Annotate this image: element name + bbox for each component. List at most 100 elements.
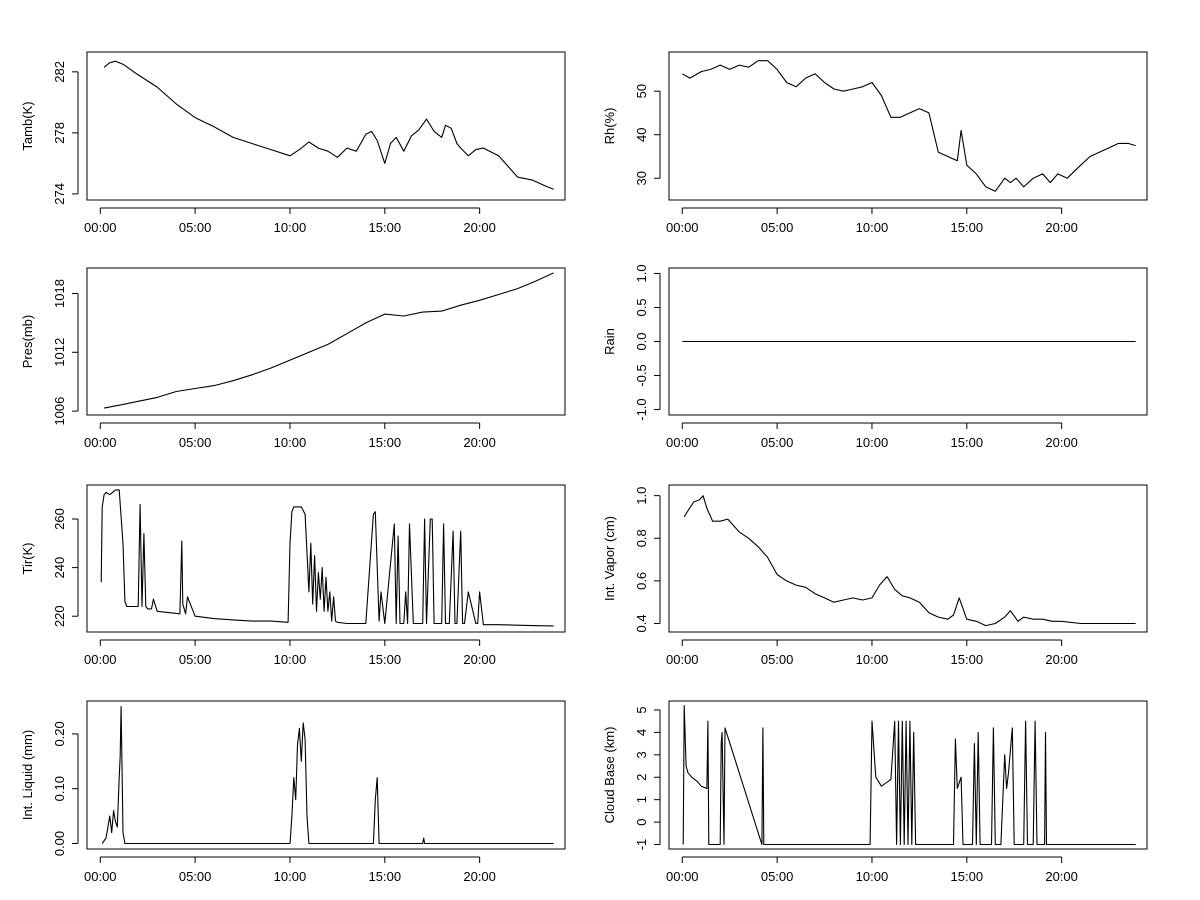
y-tick-label: 0.8 xyxy=(634,529,649,547)
x-tick-label: 10:00 xyxy=(856,869,889,884)
x-tick-label: 05:00 xyxy=(761,220,794,235)
x-tick-label: 00:00 xyxy=(666,220,699,235)
x-tick-label: 00:00 xyxy=(84,869,117,884)
x-tick-label: 05:00 xyxy=(179,869,212,884)
plot-frame xyxy=(668,700,1148,850)
y-tick-label: 278 xyxy=(52,122,67,144)
y-tick-label: 0.20 xyxy=(52,721,67,746)
y-tick-label: 0.5 xyxy=(634,298,649,316)
x-tick-label: 20:00 xyxy=(1045,220,1078,235)
x-tick-label: 10:00 xyxy=(274,869,307,884)
y-tick-label: 2 xyxy=(634,774,649,781)
plot-frame xyxy=(668,484,1148,633)
y-axis-label: Tamb(K) xyxy=(20,101,35,150)
x-tick-label: 10:00 xyxy=(274,652,307,667)
y-tick-label: -1 xyxy=(634,839,649,851)
x-tick-label: 20:00 xyxy=(1045,652,1078,667)
x-tick-label: 20:00 xyxy=(463,652,496,667)
x-tick-label: 10:00 xyxy=(274,435,307,450)
y-tick-label: 1.0 xyxy=(634,487,649,505)
plot-frame xyxy=(668,267,1148,416)
y-tick-label: -1.0 xyxy=(634,398,649,420)
y-tick-label: 1 xyxy=(634,796,649,803)
x-tick-label: 05:00 xyxy=(761,435,794,450)
x-tick-label: 15:00 xyxy=(369,435,402,450)
y-tick-label: 1.0 xyxy=(634,264,649,282)
x-tick-label: 05:00 xyxy=(179,435,212,450)
panel-4: 00:00 05:00 10:00 15:00 20:00 -1.0 -0.5 0.0 0.5 1… xyxy=(602,264,1148,450)
x-tick-label: 15:00 xyxy=(951,652,984,667)
y-tick-label: 0.00 xyxy=(52,831,67,856)
plot-frame xyxy=(86,700,566,850)
y-tick-label: -0.5 xyxy=(634,364,649,386)
y-axis-label: Rh(%) xyxy=(602,108,617,145)
panel-2: 00:00 05:00 10:00 15:00 20:00 30 40 50 Rh(%) xyxy=(602,51,1148,235)
series-line xyxy=(103,272,554,409)
x-tick-label: 05:00 xyxy=(761,869,794,884)
y-tick-label: 0.6 xyxy=(634,572,649,590)
x-tick-label: 15:00 xyxy=(951,220,984,235)
x-tick-label: 00:00 xyxy=(666,869,699,884)
x-tick-label: 15:00 xyxy=(951,435,984,450)
y-tick-label: 40 xyxy=(634,127,649,141)
y-tick-label: 0.10 xyxy=(52,776,67,801)
x-tick-label: 10:00 xyxy=(856,435,889,450)
x-tick-label: 20:00 xyxy=(1045,869,1078,884)
x-tick-label: 00:00 xyxy=(666,652,699,667)
y-tick-label: 260 xyxy=(52,508,67,530)
y-tick-label: 5 xyxy=(634,706,649,713)
x-tick-label: 10:00 xyxy=(856,652,889,667)
y-tick-label: 3 xyxy=(634,751,649,758)
y-tick-label: 0.4 xyxy=(634,614,649,632)
x-tick-label: 05:00 xyxy=(179,652,212,667)
y-axis-label: Cloud Base (km) xyxy=(602,727,617,824)
series-line xyxy=(100,489,554,627)
x-tick-label: 15:00 xyxy=(369,869,402,884)
panel-6: 00:00 05:00 10:00 15:00 20:00 0.4 0.6 0.8 1.0 Int… xyxy=(602,484,1148,667)
panel-1: 00:00 05:00 10:00 15:00 20:00 274 278 282 Tamb(K… xyxy=(20,51,566,235)
y-tick-label: 240 xyxy=(52,557,67,579)
x-tick-label: 00:00 xyxy=(84,220,117,235)
x-tick-label: 00:00 xyxy=(666,435,699,450)
y-axis-label: Tir(K) xyxy=(20,542,35,574)
panel-7: 00:00 05:00 10:00 15:00 20:00 0.00 0.10 0.20 Int… xyxy=(20,700,566,884)
series-line xyxy=(682,704,1136,846)
x-tick-label: 20:00 xyxy=(463,220,496,235)
plot-frame xyxy=(668,51,1148,201)
plot-frame xyxy=(86,51,566,201)
x-tick-label: 10:00 xyxy=(856,220,889,235)
y-tick-label: 274 xyxy=(52,183,67,205)
series-line xyxy=(103,60,554,190)
x-tick-label: 20:00 xyxy=(1045,435,1078,450)
series-line xyxy=(101,705,554,845)
x-tick-label: 10:00 xyxy=(274,220,307,235)
panel-8: 00:00 05:00 10:00 15:00 20:00 -1 0 1 2 3 4 5 Cloud B… xyxy=(602,700,1148,884)
y-tick-label: 30 xyxy=(634,171,649,185)
x-tick-label: 15:00 xyxy=(369,652,402,667)
y-axis-label: Pres(mb) xyxy=(20,315,35,368)
x-tick-label: 20:00 xyxy=(463,869,496,884)
x-tick-label: 15:00 xyxy=(951,869,984,884)
x-tick-label: 05:00 xyxy=(761,652,794,667)
panel-5: 00:00 05:00 10:00 15:00 20:00 220 240 260 Tir(K) xyxy=(20,484,566,667)
series-line xyxy=(682,60,1136,192)
y-tick-label: 0.0 xyxy=(634,332,649,350)
y-tick-label: 220 xyxy=(52,605,67,627)
plot-frame xyxy=(86,267,566,416)
y-axis-label: Int. Vapor (cm) xyxy=(602,516,617,601)
y-tick-label: 50 xyxy=(634,84,649,98)
series-line xyxy=(683,495,1136,627)
x-tick-label: 15:00 xyxy=(369,220,402,235)
y-axis-label: Int. Liquid (mm) xyxy=(20,730,35,820)
x-tick-label: 20:00 xyxy=(463,435,496,450)
y-tick-label: 1018 xyxy=(52,279,67,308)
y-tick-label: 282 xyxy=(52,61,67,83)
x-tick-label: 00:00 xyxy=(84,652,117,667)
x-tick-label: 05:00 xyxy=(179,220,212,235)
y-tick-label: 0 xyxy=(634,818,649,825)
plot-frame xyxy=(86,484,566,633)
y-tick-label: 1012 xyxy=(52,338,67,367)
panel-3: 00:00 05:00 10:00 15:00 20:00 1006 1012 1018 Pre… xyxy=(20,267,566,450)
